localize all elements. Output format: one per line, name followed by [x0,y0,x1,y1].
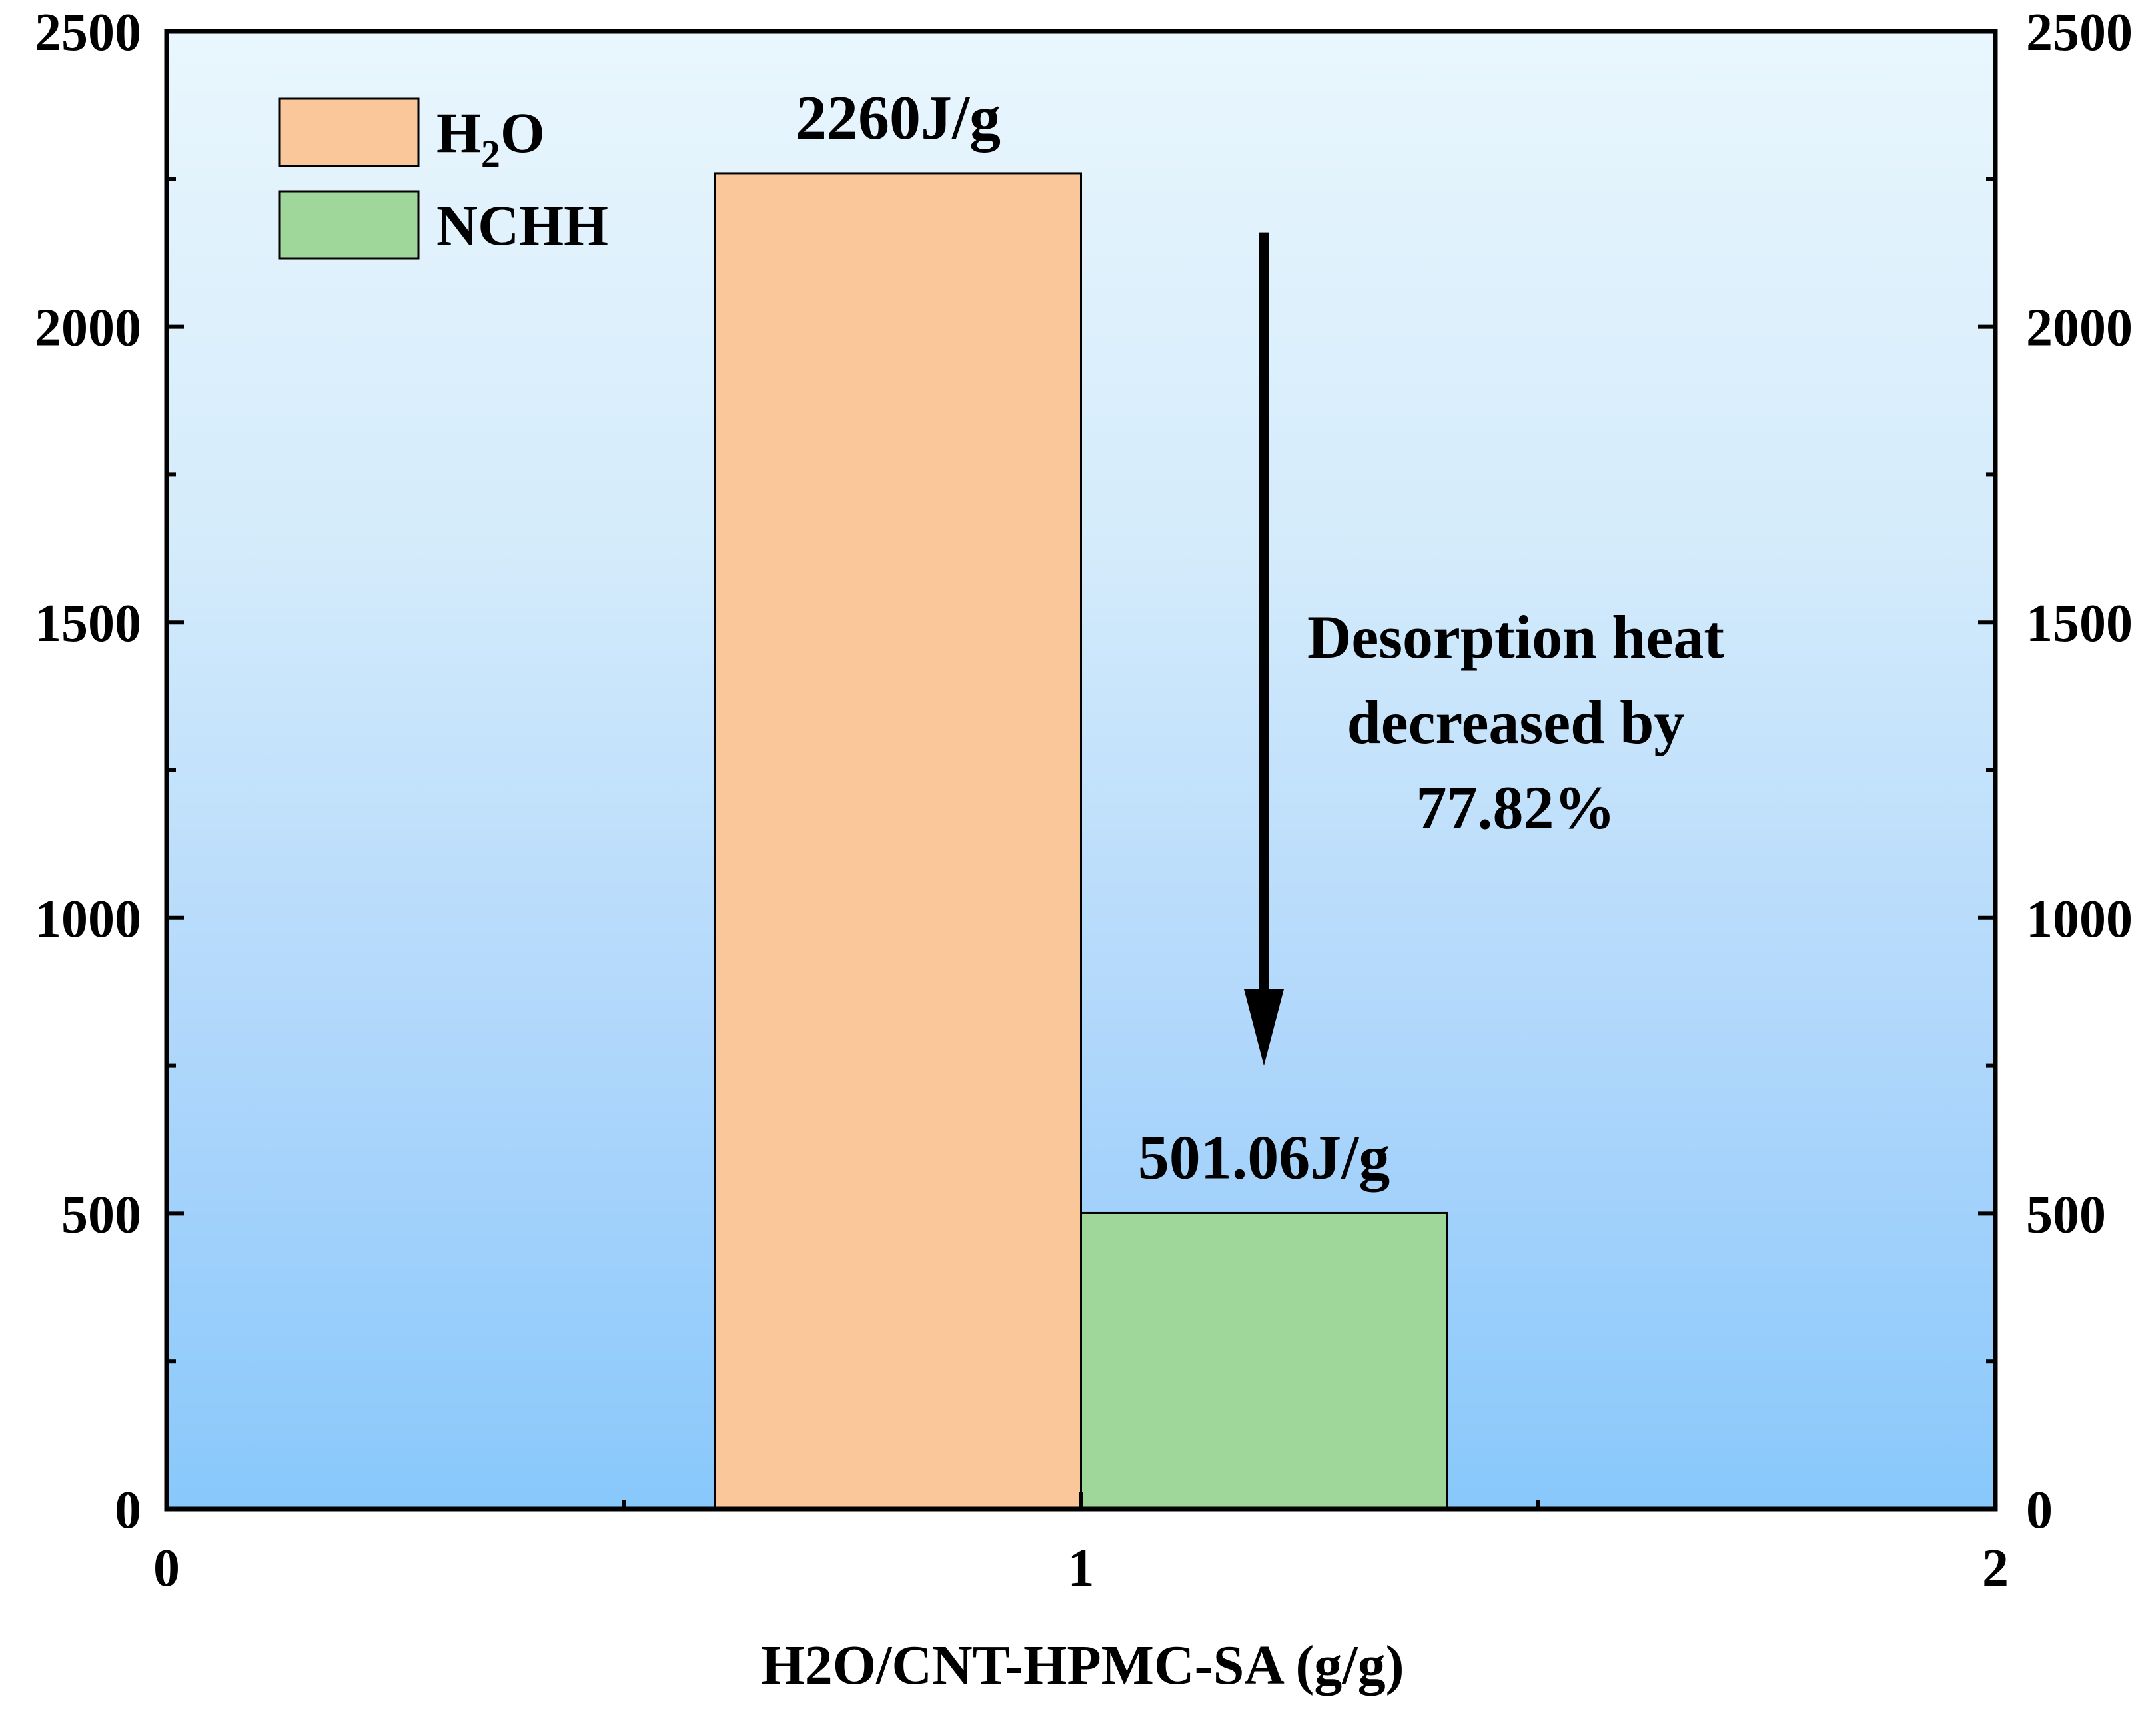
legend-swatch-nchh [278,190,420,260]
y-tick-label-left: 500 [61,1185,141,1244]
x-axis-title: H2O/CNT-HPMC-SA (g/g) [761,1634,1404,1696]
y-tick-label-left: 2000 [35,299,141,358]
y-tick-label-right: 500 [2026,1185,2106,1244]
annotation-line-2: decreased by [1347,688,1685,756]
y-tick-label-left: 0 [115,1481,141,1540]
bar-h2o [714,172,1082,1510]
annotation-line-3: 77.82% [1416,774,1616,842]
y-tick-label-right: 2500 [2026,3,2133,62]
y-tick-label-left: 2500 [35,3,141,62]
x-tick-label: 2 [1982,1539,2009,1598]
legend-label-nchh: NCHH [436,193,608,257]
y-tick-label-left: 1000 [35,890,141,949]
data-label-h2o: 2260J/g [796,83,1001,153]
y-tick-label-right: 0 [2026,1481,2053,1540]
legend-swatch-h2o [278,97,420,167]
y-tick-label-right: 1000 [2026,890,2133,949]
plot-frame [164,29,1998,1512]
y-tick-label-left: 1500 [35,594,141,653]
decrease-arrow-head [1244,989,1284,1066]
annotation-line-1: Desorption heat [1307,603,1724,671]
legend-label-h2o: H2O [436,101,545,175]
bar-nchh [1080,1211,1448,1510]
x-tick-label: 1 [1068,1539,1095,1598]
y-tick-label-right: 1500 [2026,594,2133,653]
legend: H2O NCHH [278,97,608,260]
x-tick-label: 0 [153,1539,180,1598]
y-tick-label-right: 2000 [2026,299,2133,358]
data-label-nchh: 501.06J/g [1138,1123,1390,1192]
annotation: Desorption heat decreased by 77.82% [1244,232,1724,1066]
